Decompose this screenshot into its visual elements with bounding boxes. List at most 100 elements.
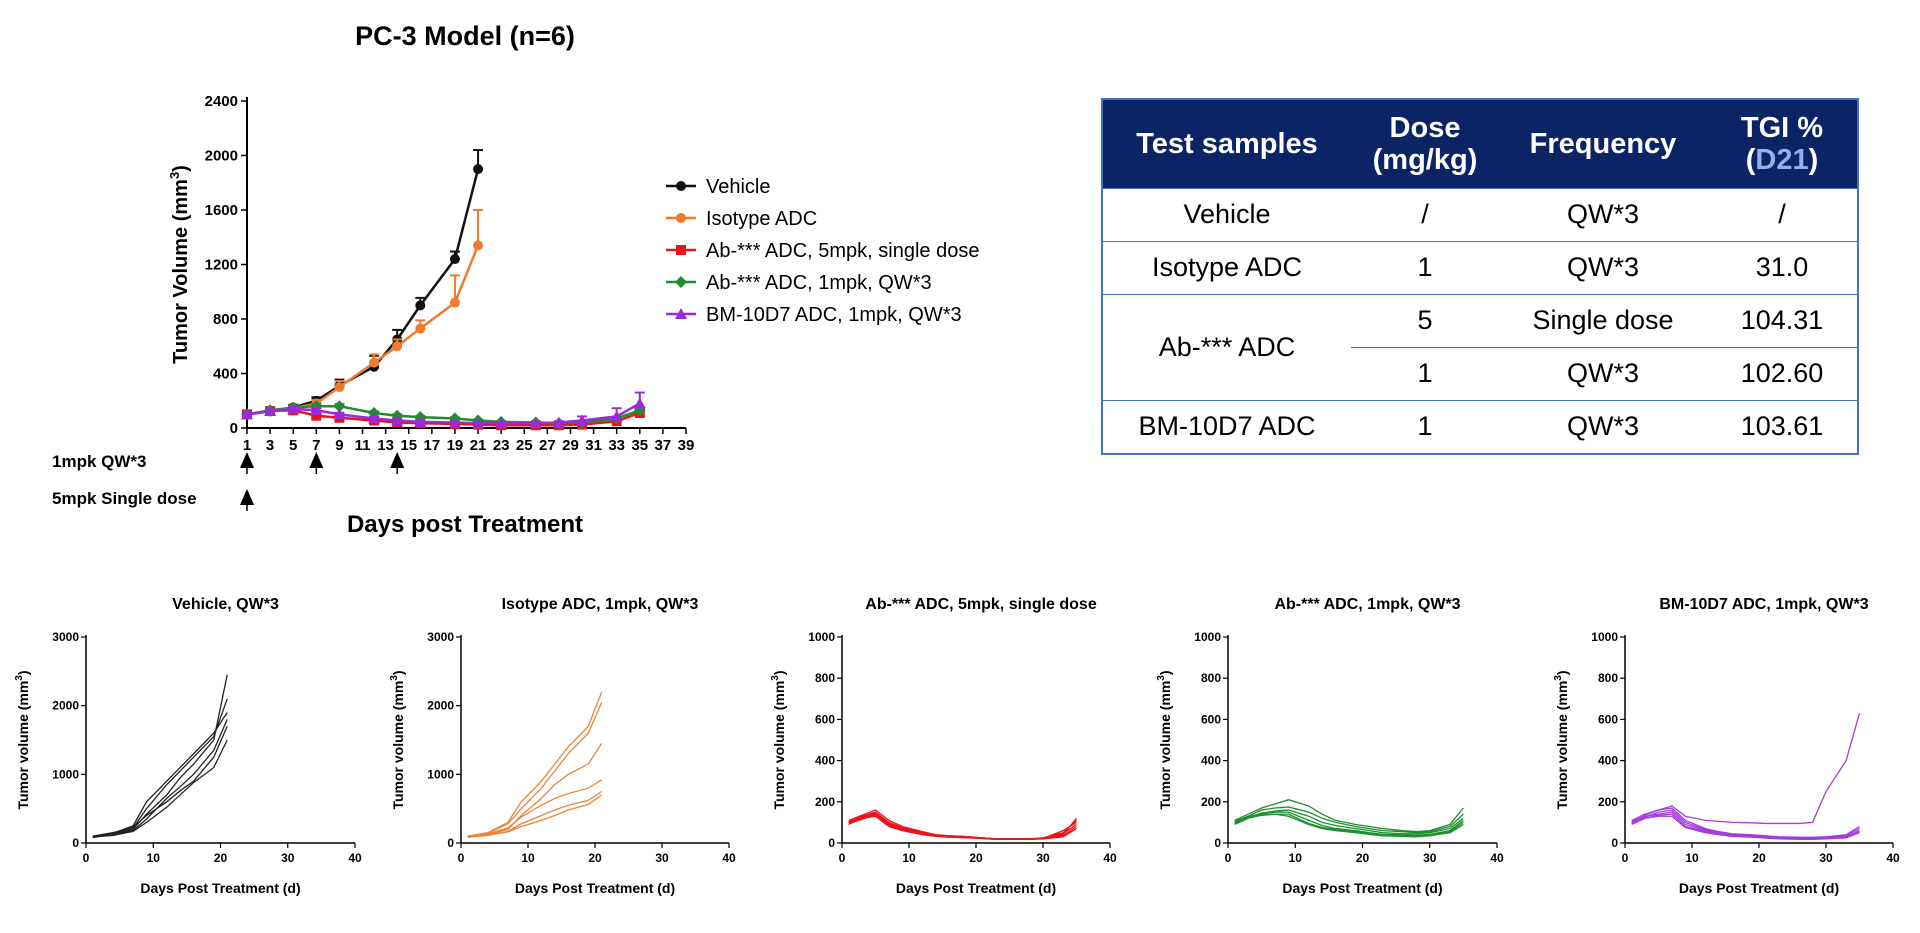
dosing-single-label: 5mpk Single dose — [52, 489, 197, 508]
legend-item: Vehicle — [666, 176, 771, 198]
small-chart-1: Vehicle, QW*3 0 1000 2000 3000 0 10 20 30 40 Days … — [14, 596, 362, 896]
small-y-tick-label: 400 — [815, 754, 835, 768]
data-point — [334, 382, 345, 393]
small-y-label-text: Tumor volume (mm — [1157, 681, 1173, 810]
table-row: Vehicle / QW*3 / — [1102, 188, 1858, 242]
small-chart-title: Ab-*** ADC, 5mpk, single dose — [865, 596, 1097, 613]
small-y-axis-label: Tumor volume (mm3) — [770, 670, 787, 809]
data-point — [473, 164, 484, 175]
individual-line — [1631, 713, 1861, 825]
main-x-tick-label: 7 — [312, 437, 320, 454]
table-row: Ab-*** ADC 5 Single dose 104.31 — [1102, 293, 1858, 401]
small-y-label-text: Tumor volume (mm — [771, 681, 787, 810]
small-y-axis-label: Tumor volume (mm3) — [14, 670, 31, 809]
data-point — [333, 408, 346, 420]
individual-line — [1234, 809, 1464, 835]
legend-item: BM-10D7 ADC, 1mpk, QW*3 — [666, 304, 962, 326]
individual-line — [92, 719, 228, 838]
small-x-tick-label: 10 — [147, 851, 161, 865]
small-y-axis-label: Tumor volume (mm3) — [1553, 670, 1570, 809]
small-x-axis-label: Days Post Treatment (d) — [896, 880, 1056, 896]
small-x-axis-label: Days Post Treatment (d) — [140, 880, 300, 896]
individual-line — [467, 743, 603, 839]
small-y-label-close: ) — [15, 670, 31, 675]
individual-line — [848, 809, 1078, 840]
header-dose: Dose (mg/kg) — [1351, 99, 1499, 189]
small-y-tick-label: 3000 — [52, 630, 79, 644]
main-x-tick-label: 1 — [243, 437, 251, 454]
legend-label: Ab-*** ADC, 1mpk, QW*3 — [706, 272, 932, 294]
small-x-tick-label: 40 — [1490, 851, 1504, 865]
small-y-tick-label: 0 — [72, 836, 79, 850]
individual-line — [1234, 799, 1464, 833]
cell-dose: 1 — [1351, 399, 1499, 454]
cell-tgi: / — [1707, 188, 1858, 242]
cell-frequency: QW*3 — [1499, 346, 1707, 401]
main-chart-legend: Vehicle Isotype ADC Ab-*** ADC, 5mpk, sing… — [666, 176, 979, 326]
legend-item: Ab-*** ADC, 1mpk, QW*3 — [666, 272, 932, 294]
header-frequency: Frequency — [1499, 99, 1707, 189]
small-x-axis-label: Days Post Treatment (d) — [515, 880, 675, 896]
dosing-schedule: 1mpk QW*3 5mpk Single dose — [52, 452, 405, 511]
small-x-tick-label: 10 — [521, 851, 535, 865]
small-x-tick-label: 30 — [1423, 851, 1437, 865]
legend-label: Vehicle — [706, 176, 771, 198]
legend-swatch-marker — [676, 181, 686, 191]
cell-dose: / — [1351, 188, 1499, 242]
small-x-axis-label: Days Post Treatment (d) — [1282, 880, 1442, 896]
data-point — [495, 417, 508, 429]
main-x-tick-label: 5 — [289, 437, 297, 454]
small-y-tick-label: 1000 — [52, 767, 79, 781]
legend-swatch-marker — [676, 245, 686, 255]
header-tgi-prefix: TGI %( — [1740, 112, 1824, 176]
small-y-label-superscript: 3 — [14, 675, 25, 681]
small-y-tick-label: 1000 — [808, 630, 835, 644]
data-point — [449, 254, 460, 265]
small-x-tick-label: 30 — [281, 851, 295, 865]
individual-line — [92, 698, 228, 838]
individual-line — [92, 712, 228, 838]
data-point — [310, 404, 323, 416]
cell-tgi: 102.60 — [1707, 346, 1858, 401]
table-row: Isotype ADC 1 QW*3 31.0 — [1102, 240, 1858, 295]
main-x-tick-label: 13 — [377, 437, 394, 454]
small-y-tick-label: 2000 — [52, 699, 79, 713]
small-x-axis-label: Days Post Treatment (d) — [1679, 880, 1839, 896]
cell-tgi: 31.0 — [1707, 240, 1858, 295]
header-tgi-suffix: ) — [1808, 144, 1819, 176]
small-y-label-close: ) — [771, 670, 787, 675]
legend-label: Ab-*** ADC, 5mpk, single dose — [706, 240, 979, 262]
header-tgi: TGI %(D21) — [1707, 99, 1858, 189]
series-0 — [242, 149, 484, 420]
small-x-tick-label: 40 — [1886, 851, 1900, 865]
main-y-label-superscript: 3 — [167, 172, 182, 179]
small-x-tick-label: 0 — [458, 851, 465, 865]
dose-arrow-qw3 — [240, 452, 254, 468]
small-chart-title: Isotype ADC, 1mpk, QW*3 — [502, 596, 699, 613]
main-y-label-close: ) — [170, 165, 192, 172]
data-point — [392, 341, 403, 352]
header-tgi-day: D21 — [1755, 144, 1809, 176]
data-point — [333, 400, 346, 413]
small-x-tick-label: 40 — [722, 851, 736, 865]
small-chart-2: Isotype ADC, 1mpk, QW*3 0 1000 2000 3000 0 10 2… — [389, 596, 736, 896]
main-x-tick-label: 29 — [562, 437, 579, 454]
data-point — [610, 410, 623, 422]
cell-frequency: QW*3 — [1499, 188, 1707, 242]
main-chart-title: PC-3 Model (n=6) — [355, 21, 575, 51]
series-line — [246, 402, 641, 425]
individual-line — [848, 815, 1077, 840]
cell-dose: 1 — [1351, 346, 1499, 401]
small-y-label-close: ) — [1554, 670, 1570, 675]
individual-line — [467, 691, 603, 837]
small-x-tick-label: 40 — [348, 851, 362, 865]
small-y-label-close: ) — [390, 670, 406, 675]
small-y-tick-label: 200 — [1598, 795, 1618, 809]
cell-frequency: Single dose — [1499, 293, 1707, 348]
cell-dose: 5 — [1351, 293, 1499, 348]
small-chart-title: BM-10D7 ADC, 1mpk, QW*3 — [1659, 596, 1868, 613]
main-x-tick-label: 15 — [400, 437, 417, 454]
small-y-tick-label: 800 — [1201, 671, 1221, 685]
